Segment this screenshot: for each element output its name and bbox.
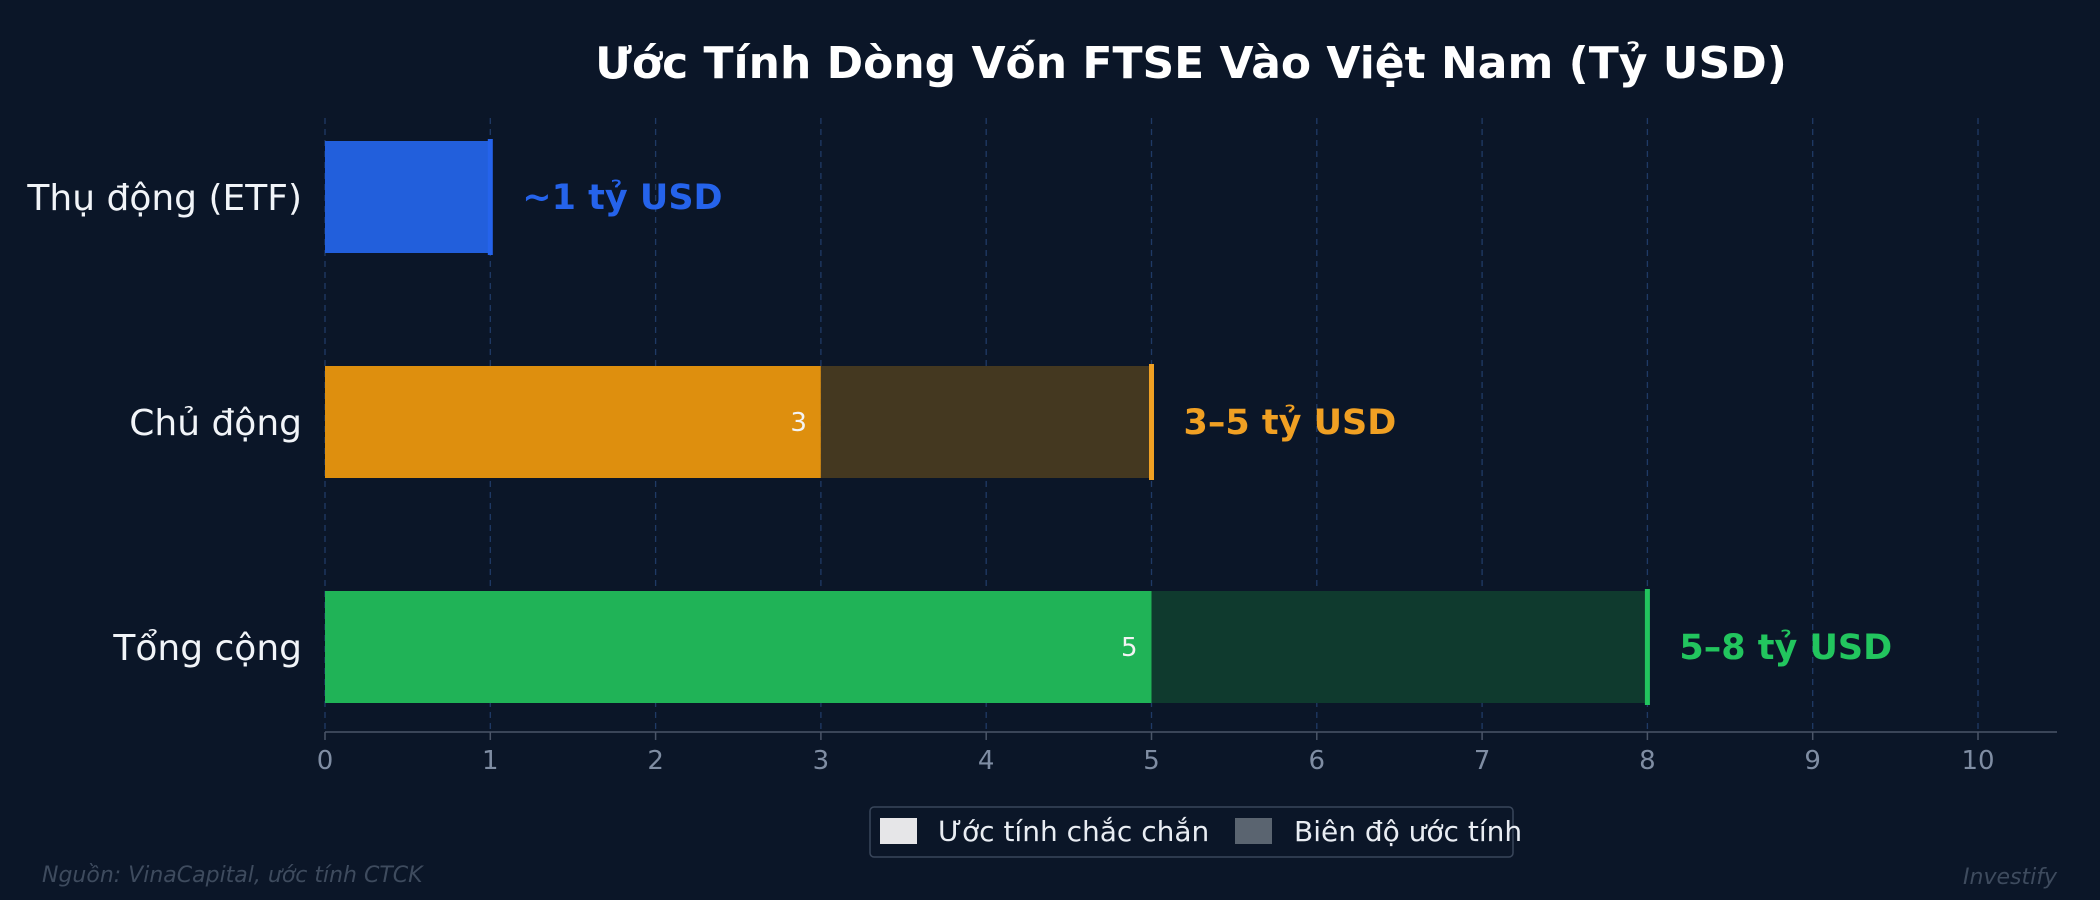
bar-certain bbox=[325, 591, 1152, 703]
x-tick-label: 5 bbox=[1143, 746, 1160, 776]
bar-value-label: 5 bbox=[1121, 633, 1138, 663]
category-label: Chủ động bbox=[129, 403, 302, 444]
source-note: Nguồn: VinaCapital, ước tính CTCK bbox=[42, 863, 424, 888]
bar-certain bbox=[325, 141, 491, 253]
chart-title: Ước Tính Dòng Vốn FTSE Vào Việt Nam (Tỷ … bbox=[595, 38, 1787, 89]
x-tick-label: 4 bbox=[978, 746, 995, 776]
legend-swatch-certain bbox=[880, 818, 917, 844]
legend-swatch-range bbox=[1235, 818, 1272, 844]
x-tick-label: 2 bbox=[647, 746, 664, 776]
range-label: 5–8 tỷ USD bbox=[1679, 628, 1892, 668]
x-tick-label: 6 bbox=[1309, 746, 1326, 776]
legend-label-range: Biên độ ước tính bbox=[1294, 815, 1522, 848]
x-tick-label: 8 bbox=[1639, 746, 1656, 776]
category-label: Thụ động (ETF) bbox=[26, 178, 302, 219]
x-tick-label: 1 bbox=[482, 746, 499, 776]
x-tick-label: 7 bbox=[1474, 746, 1491, 776]
bar-value-label: 3 bbox=[790, 408, 807, 438]
range-label: ~1 tỷ USD bbox=[522, 178, 722, 218]
bar-range bbox=[1151, 591, 1648, 703]
range-label: 3–5 tỷ USD bbox=[1184, 403, 1397, 443]
x-axis: 0 1 2 3 4 5 6 7 8 9 10 bbox=[317, 731, 2057, 776]
bar-end-marker bbox=[487, 139, 493, 255]
category-label: Tổng cộng bbox=[112, 628, 302, 669]
legend-frame bbox=[869, 806, 1514, 858]
x-tick-label: 10 bbox=[1961, 746, 1994, 776]
x-tick-label: 0 bbox=[317, 746, 334, 776]
legend-label-certain: Ước tính chắc chắn bbox=[938, 815, 1209, 848]
legend: Ước tính chắc chắn Biên độ ước tính bbox=[869, 806, 1522, 858]
bar-end-marker bbox=[1644, 589, 1650, 705]
bar-certain bbox=[325, 366, 821, 478]
bars: ~1 tỷ USD 3 3–5 tỷ USD 5 5–8 tỷ USD bbox=[325, 139, 1892, 705]
x-tick-label: 3 bbox=[813, 746, 830, 776]
category-labels: Thụ động (ETF) Chủ động Tổng cộng bbox=[26, 178, 302, 669]
brand-watermark: Investify bbox=[1963, 865, 2058, 890]
x-tick-label: 9 bbox=[1804, 746, 1821, 776]
bar-end-marker bbox=[1149, 364, 1154, 480]
bar-range bbox=[820, 366, 1152, 478]
